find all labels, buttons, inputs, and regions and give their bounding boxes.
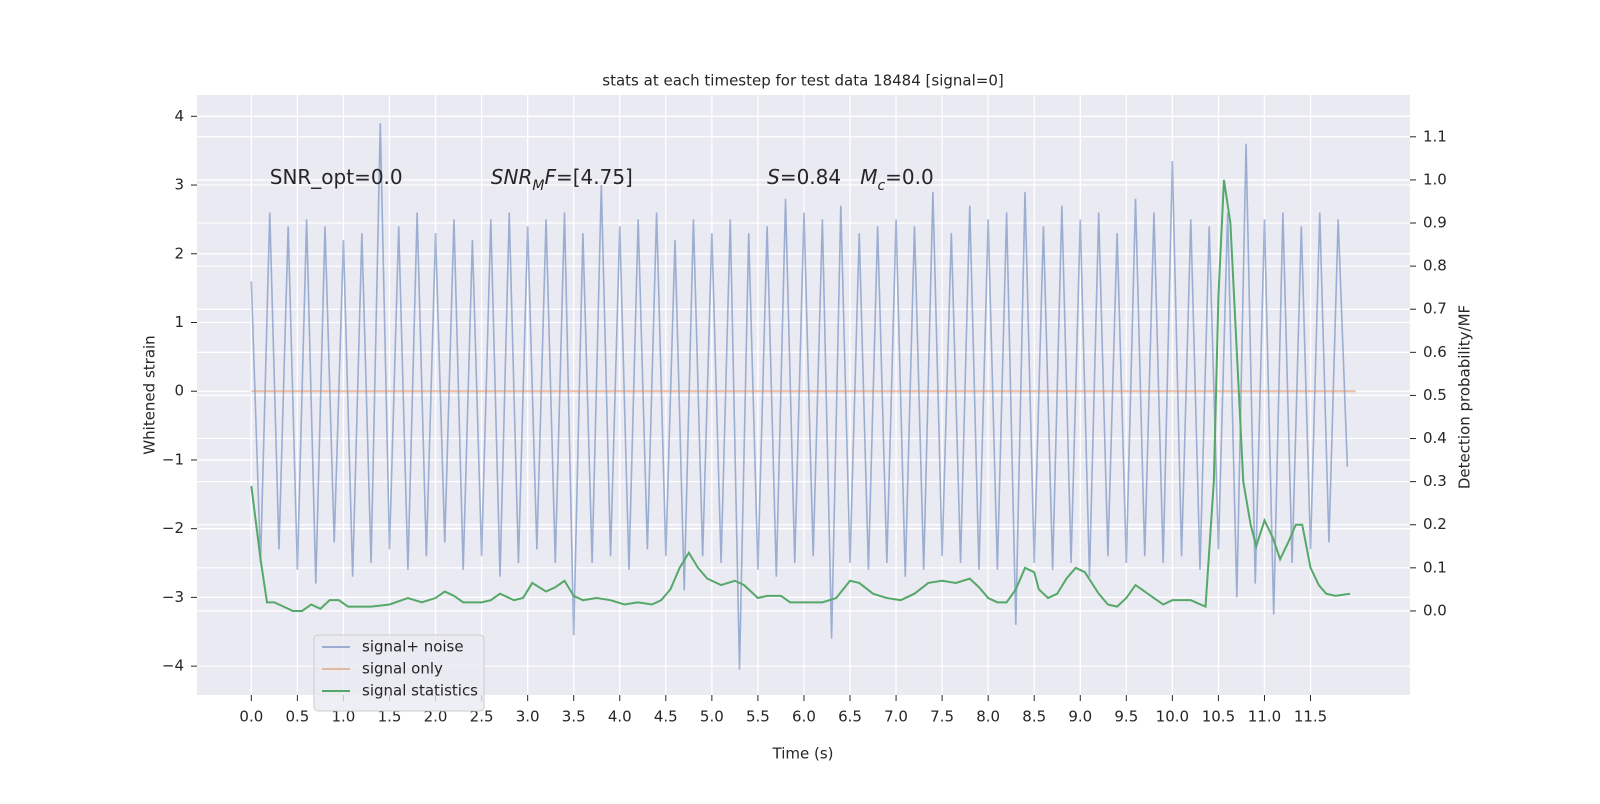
legend: signal+ noise signal only signal statistic… xyxy=(313,634,485,712)
annotation-part: SNR xyxy=(491,165,533,189)
series-line xyxy=(250,123,1349,670)
x-tick-label: 7.0 xyxy=(884,708,908,726)
annotation-part: SNR_opt=0.0 xyxy=(270,165,403,189)
y-tick-label: 1 xyxy=(174,313,184,331)
x-tick-label: 5.5 xyxy=(746,708,770,726)
y2-tick-label: 0.4 xyxy=(1423,429,1447,447)
x-tick-label: 8.0 xyxy=(976,708,1000,726)
x-tick-label: 5.0 xyxy=(700,708,724,726)
x-tick-label: 10.5 xyxy=(1202,708,1235,726)
labels: 0.0 0.5 1.0 1.5 2.0 2.5 3.0 3.5 4.0 4.5 5.0 5.5 6.0 6… xyxy=(162,107,1447,726)
y2-axis-label: Detection probability/MF xyxy=(1456,305,1474,489)
x-tick-label: 1.0 xyxy=(332,708,356,726)
x-tick-label: 0.5 xyxy=(285,708,309,726)
annotation-part: F xyxy=(544,165,556,189)
y-tick-label: −1 xyxy=(162,450,184,468)
y-tick-label: 3 xyxy=(174,176,184,194)
y-tick-label: −4 xyxy=(162,657,184,675)
y-tick-label: 0 xyxy=(174,382,184,400)
x-tick-label: 2.0 xyxy=(424,708,448,726)
y-axis-label: Whitened strain xyxy=(141,335,159,454)
annotation-part: M xyxy=(532,178,544,194)
annotation: SNR_opt=0.0 xyxy=(270,165,403,189)
x-axis-label: Time (s) xyxy=(772,745,834,763)
series-line xyxy=(250,179,1351,612)
y-tick-label: −2 xyxy=(162,519,184,537)
annotation: S=0.84 Mc=0.0 xyxy=(767,165,934,195)
annotation-part: M xyxy=(860,165,877,189)
y2-tick-label: 1.0 xyxy=(1423,170,1447,188)
legend-label: signal+ noise xyxy=(362,638,464,656)
y-tick-label: 2 xyxy=(174,244,184,262)
y2-tick-label: 0.5 xyxy=(1423,386,1447,404)
legend-label: signal statistics xyxy=(362,682,478,700)
y-tick-label: 4 xyxy=(174,107,184,125)
x-tick-label: 4.5 xyxy=(654,708,678,726)
x-tick-label: 6.5 xyxy=(838,708,862,726)
x-tick-label: 8.5 xyxy=(1022,708,1046,726)
x-tick-label: 1.5 xyxy=(378,708,402,726)
y2-tick-label: 0.2 xyxy=(1423,515,1447,533)
annotation-part: =0.0 xyxy=(885,165,934,189)
x-tick-label: 3.5 xyxy=(562,708,586,726)
y2-tick-label: 0.1 xyxy=(1423,558,1447,576)
annotation-part: =0.84 xyxy=(780,165,860,189)
y2-tick-label: 0.7 xyxy=(1423,300,1447,318)
x-tick-label: 11.0 xyxy=(1248,708,1281,726)
y2-tick-label: 0.8 xyxy=(1423,257,1447,275)
chart-title: stats at each timestep for test data 184… xyxy=(602,72,1003,90)
annotation: SNRMF=[4.75] xyxy=(491,165,633,195)
y2-tick-label: 0.0 xyxy=(1423,601,1447,619)
y-tick-label: −3 xyxy=(162,588,184,606)
x-tick-label: 9.5 xyxy=(1114,708,1138,726)
y2-tick-label: 0.6 xyxy=(1423,343,1447,361)
x-tick-label: 3.0 xyxy=(516,708,540,726)
y2-tick-label: 1.1 xyxy=(1423,127,1447,145)
annotation-part: =[4.75] xyxy=(556,165,633,189)
x-tick-label: 9.0 xyxy=(1068,708,1092,726)
x-tick-label: 6.0 xyxy=(792,708,816,726)
y2-tick-label: 0.3 xyxy=(1423,472,1447,490)
annotation-part: S xyxy=(767,165,780,189)
x-tick-label: 2.5 xyxy=(470,708,494,726)
y2-tick-label: 0.9 xyxy=(1423,214,1447,232)
annotation-part: c xyxy=(877,178,885,194)
x-tick-label: 4.0 xyxy=(608,708,632,726)
marks xyxy=(250,123,1356,670)
x-tick-label: 0.0 xyxy=(239,708,263,726)
legend-label: signal only xyxy=(362,660,443,678)
legend-box xyxy=(313,634,485,712)
x-tick-label: 10.0 xyxy=(1156,708,1189,726)
x-tick-label: 11.5 xyxy=(1294,708,1327,726)
x-tick-label: 7.5 xyxy=(930,708,954,726)
